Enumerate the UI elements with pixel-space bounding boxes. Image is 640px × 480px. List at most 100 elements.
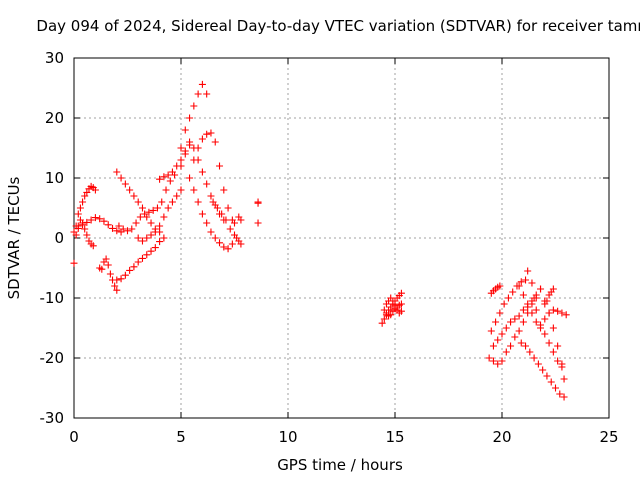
- series-arc-j: [177, 80, 211, 152]
- data-point: [549, 348, 557, 356]
- data-point: [83, 231, 91, 239]
- data-point: [130, 192, 138, 200]
- data-point: [519, 291, 527, 299]
- data-point: [220, 186, 228, 194]
- data-point: [89, 242, 97, 250]
- data-point: [530, 294, 538, 302]
- data-point: [524, 300, 532, 308]
- data-point: [186, 114, 194, 122]
- data-point: [507, 342, 515, 350]
- data-point: [517, 339, 525, 347]
- data-point: [560, 393, 568, 401]
- data-point: [552, 384, 559, 392]
- data-point: [519, 318, 527, 326]
- data-point: [507, 318, 515, 326]
- data-point: [211, 138, 219, 146]
- series-arc-g: [115, 171, 179, 235]
- data-point: [237, 216, 245, 224]
- data-point: [534, 360, 542, 368]
- series-arc-u: [487, 276, 530, 335]
- data-point: [79, 198, 87, 206]
- data-point: [224, 204, 232, 212]
- data-point: [391, 301, 399, 309]
- y-tick-label: 30: [45, 49, 64, 67]
- data-point: [498, 357, 506, 365]
- data-point: [220, 243, 228, 251]
- data-point: [511, 315, 519, 323]
- data-point: [545, 339, 553, 347]
- data-point: [134, 198, 142, 206]
- data-point: [83, 218, 91, 226]
- data-point: [532, 318, 540, 326]
- x-tick-label: 10: [278, 428, 297, 446]
- data-point: [207, 192, 215, 200]
- series-arc-x: [517, 339, 568, 401]
- data-point: [117, 275, 125, 283]
- data-point: [203, 180, 211, 188]
- data-point: [560, 375, 568, 383]
- data-point: [98, 265, 106, 273]
- y-tick-label: -20: [40, 349, 65, 367]
- data-point: [500, 300, 508, 308]
- data-point: [224, 245, 232, 253]
- data-point: [117, 174, 125, 182]
- data-point: [213, 204, 221, 212]
- data-point: [218, 210, 226, 218]
- x-tick-label: 20: [492, 428, 511, 446]
- data-point: [387, 311, 395, 319]
- data-point: [141, 210, 149, 218]
- data-points: [70, 80, 570, 401]
- y-axis-label: SDTVAR / TECUs: [5, 176, 23, 299]
- data-point: [194, 90, 202, 98]
- series-arc-k: [177, 138, 228, 224]
- data-point: [76, 204, 84, 212]
- data-point: [104, 221, 112, 229]
- data-point: [532, 306, 540, 314]
- data-point: [134, 234, 142, 242]
- data-point: [530, 354, 538, 362]
- data-point: [526, 348, 534, 356]
- data-point: [81, 192, 89, 200]
- data-point: [74, 222, 82, 230]
- data-point: [556, 390, 564, 398]
- data-point: [504, 294, 512, 302]
- data-point: [166, 177, 174, 185]
- data-point: [515, 282, 523, 290]
- data-point: [558, 360, 566, 368]
- data-point: [509, 288, 517, 296]
- data-point: [74, 210, 82, 218]
- data-point: [168, 168, 176, 176]
- series-arc-a: [70, 182, 99, 267]
- data-point: [134, 258, 142, 266]
- data-point: [231, 231, 238, 239]
- data-point: [515, 327, 523, 335]
- data-point: [177, 156, 185, 164]
- series-arc-l: [186, 129, 236, 224]
- data-point: [524, 267, 532, 275]
- data-point: [522, 276, 530, 284]
- data-point: [203, 90, 211, 98]
- data-point: [209, 198, 217, 206]
- data-point: [113, 286, 121, 294]
- data-point: [397, 300, 405, 308]
- data-point: [113, 168, 121, 176]
- data-point: [83, 188, 91, 196]
- data-point: [162, 186, 170, 194]
- data-point: [254, 199, 262, 207]
- data-point: [153, 204, 161, 212]
- data-point: [228, 240, 236, 248]
- series-arc-h: [134, 186, 185, 245]
- data-point: [181, 150, 189, 158]
- data-point: [147, 219, 155, 227]
- data-point: [231, 219, 238, 227]
- data-point: [181, 126, 189, 134]
- data-point: [160, 213, 168, 221]
- data-point: [519, 306, 527, 314]
- data-point: [489, 357, 497, 365]
- data-point: [194, 144, 202, 152]
- data-point: [487, 327, 495, 335]
- data-point: [102, 255, 110, 263]
- data-point: [207, 129, 215, 137]
- data-point: [522, 342, 530, 350]
